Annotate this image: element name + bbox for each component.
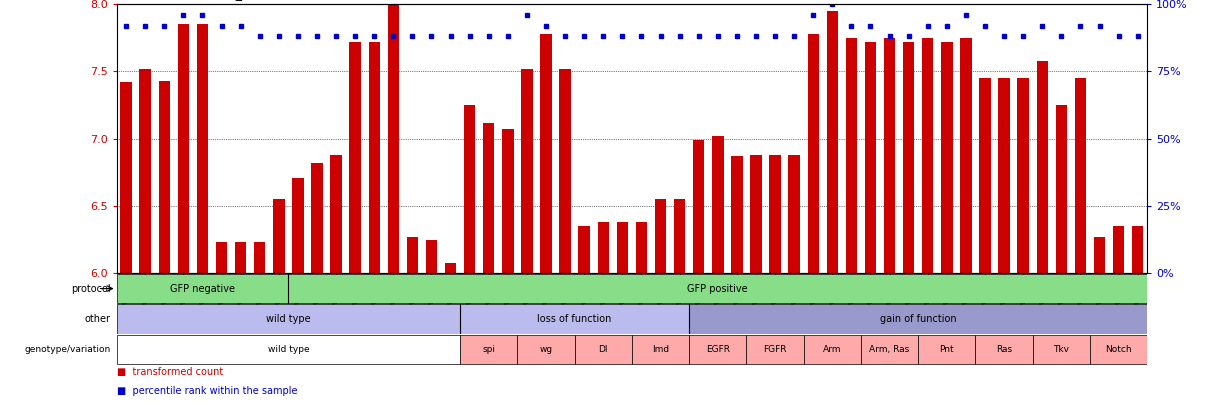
Bar [350, 42, 361, 273]
Bar [975, 335, 1033, 364]
Text: ■  transformed count: ■ transformed count [117, 367, 223, 377]
Bar [460, 335, 518, 364]
Bar [158, 81, 171, 273]
Text: Ras: Ras [996, 345, 1012, 354]
Bar [827, 11, 838, 273]
Text: genotype/variation: genotype/variation [25, 345, 110, 354]
Text: Pnt: Pnt [940, 345, 955, 354]
Text: other: other [85, 314, 110, 324]
Bar [288, 274, 1147, 303]
Bar [674, 199, 686, 273]
Bar [521, 69, 533, 273]
Text: Tkv: Tkv [1053, 345, 1070, 354]
Bar [807, 34, 818, 273]
Bar [750, 155, 762, 273]
Text: wild type: wild type [266, 314, 310, 324]
Bar [941, 42, 952, 273]
Text: Arm, Ras: Arm, Ras [870, 345, 909, 354]
Bar [464, 105, 475, 273]
Bar [789, 155, 800, 273]
Bar [578, 226, 590, 273]
Bar [178, 24, 189, 273]
Bar [117, 274, 288, 303]
Text: ■  percentile rank within the sample: ■ percentile rank within the sample [117, 386, 297, 396]
Text: FGFR: FGFR [763, 345, 787, 354]
Text: GFP negative: GFP negative [171, 284, 234, 294]
Bar [690, 335, 746, 364]
Bar [406, 237, 418, 273]
Bar [918, 335, 975, 364]
Text: spi: spi [482, 345, 496, 354]
Bar [598, 222, 609, 273]
Bar [312, 163, 323, 273]
Bar [1090, 335, 1147, 364]
Bar [617, 222, 628, 273]
Text: protocol: protocol [71, 284, 110, 294]
Text: Imd: Imd [652, 345, 669, 354]
Bar [1055, 105, 1067, 273]
Bar [903, 42, 914, 273]
Bar [1133, 226, 1144, 273]
Bar [883, 38, 896, 273]
Bar [979, 78, 990, 273]
Bar [861, 335, 918, 364]
Bar [731, 156, 742, 273]
Bar [483, 123, 494, 273]
Text: loss of function: loss of function [537, 314, 612, 324]
Bar [961, 38, 972, 273]
Bar [274, 199, 285, 273]
Bar [368, 42, 380, 273]
Bar [690, 305, 1147, 334]
Bar [845, 38, 858, 273]
Bar [636, 222, 647, 273]
Bar [234, 243, 247, 273]
Bar [693, 140, 704, 273]
Bar [460, 305, 690, 334]
Bar [502, 129, 514, 273]
Bar [1075, 78, 1086, 273]
Bar [999, 78, 1010, 273]
Text: GFP positive: GFP positive [687, 284, 748, 294]
Bar [1037, 61, 1048, 273]
Bar [518, 335, 574, 364]
Bar [712, 136, 724, 273]
Bar [388, 4, 399, 273]
Bar [1093, 237, 1106, 273]
Bar [445, 262, 456, 273]
Bar [1017, 78, 1029, 273]
Bar [330, 155, 342, 273]
Text: gain of function: gain of function [880, 314, 957, 324]
Text: wg: wg [540, 345, 552, 354]
Bar [117, 335, 460, 364]
Bar [865, 42, 876, 273]
Bar [632, 335, 690, 364]
Bar [292, 178, 303, 273]
Text: wild type: wild type [267, 345, 309, 354]
Bar [120, 82, 131, 273]
Bar [216, 243, 227, 273]
Bar [1113, 226, 1124, 273]
Text: Arm: Arm [823, 345, 842, 354]
Bar [921, 38, 934, 273]
Text: Dl: Dl [599, 345, 609, 354]
Bar [769, 155, 780, 273]
Bar [560, 69, 571, 273]
Bar [540, 34, 552, 273]
Bar [426, 240, 437, 273]
Bar [746, 335, 804, 364]
Bar [196, 24, 209, 273]
Text: EGFR: EGFR [706, 345, 730, 354]
Bar [254, 243, 265, 273]
Bar [655, 199, 666, 273]
Bar [117, 305, 460, 334]
Bar [140, 69, 151, 273]
Bar [574, 335, 632, 364]
Text: Notch: Notch [1106, 345, 1133, 354]
Bar [1033, 335, 1090, 364]
Bar [804, 335, 861, 364]
